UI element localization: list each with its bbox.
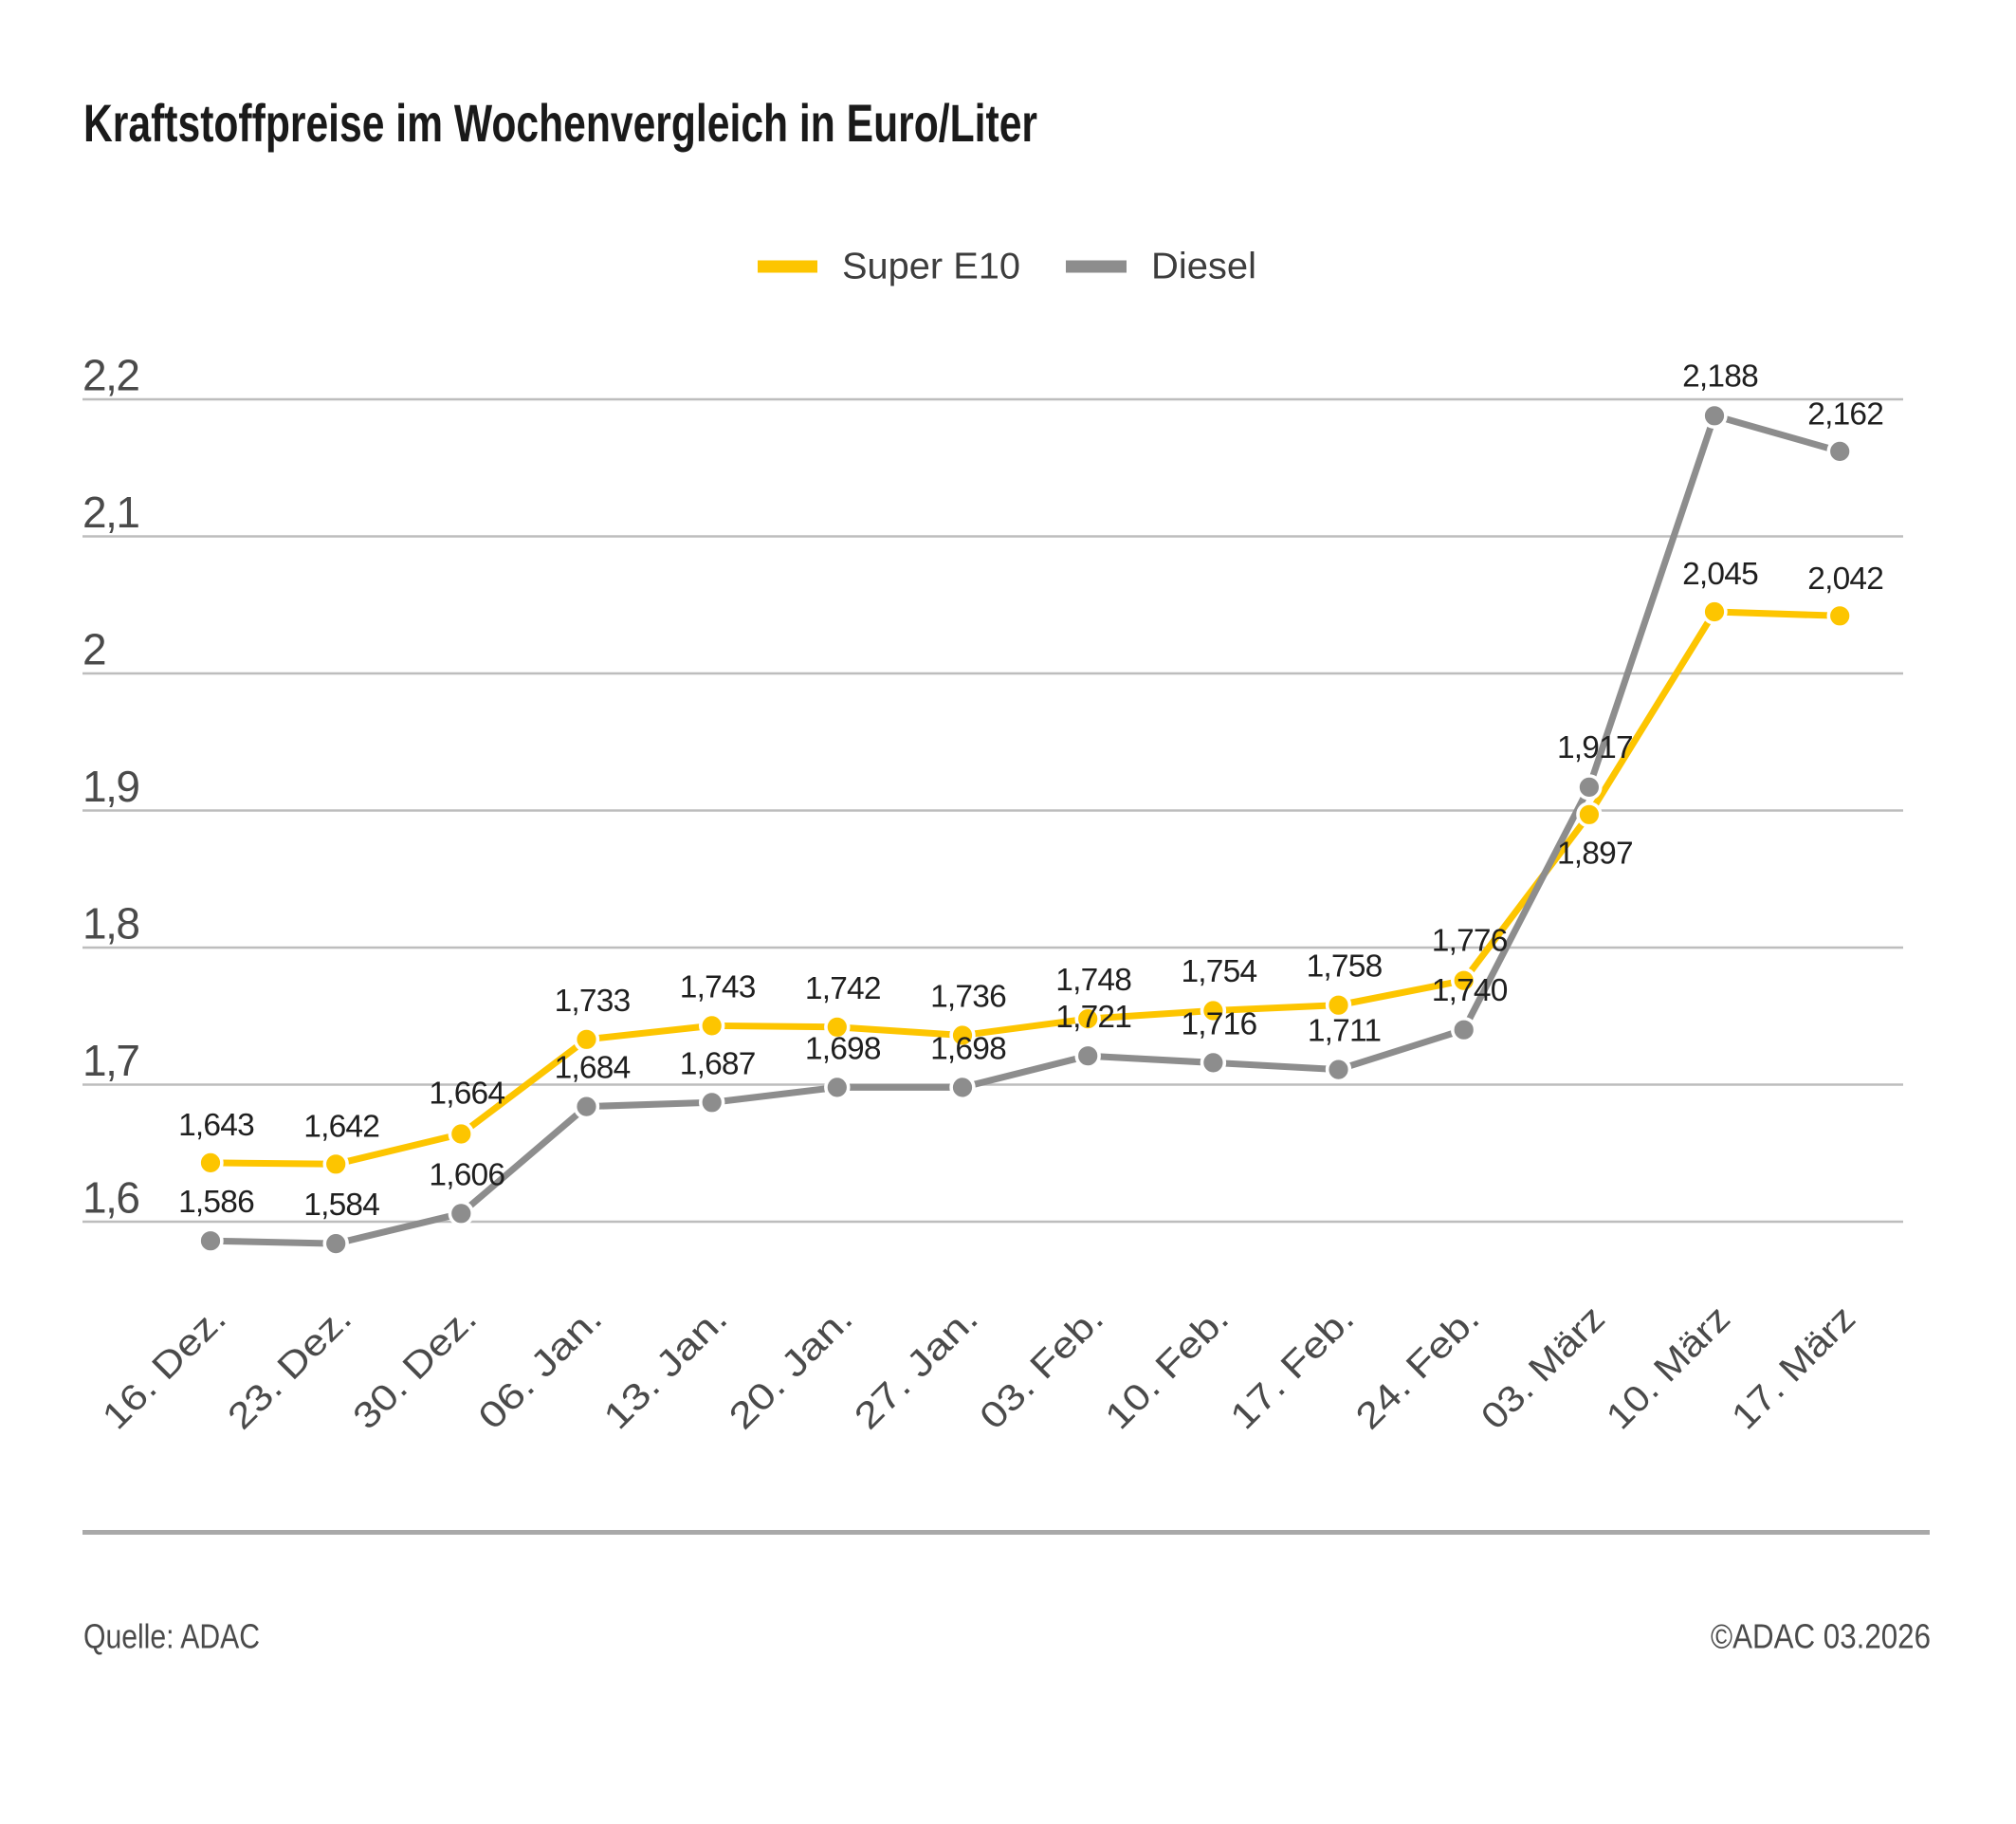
svg-text:1,743: 1,743 bbox=[680, 969, 756, 1004]
svg-text:1,716: 1,716 bbox=[1181, 1006, 1256, 1041]
svg-text:1,7: 1,7 bbox=[82, 1036, 138, 1085]
svg-text:1,742: 1,742 bbox=[805, 971, 881, 1006]
svg-text:1,754: 1,754 bbox=[1181, 954, 1256, 989]
svg-text:1,758: 1,758 bbox=[1307, 949, 1383, 985]
svg-text:1,698: 1,698 bbox=[930, 1031, 1006, 1066]
svg-text:Diesel: Diesel bbox=[1151, 247, 1256, 287]
svg-text:1,917: 1,917 bbox=[1557, 730, 1633, 765]
svg-text:1,643: 1,643 bbox=[178, 1108, 254, 1143]
svg-text:1,711: 1,711 bbox=[1308, 1014, 1381, 1049]
svg-text:1,664: 1,664 bbox=[429, 1077, 504, 1112]
svg-text:1,776: 1,776 bbox=[1432, 924, 1508, 959]
svg-text:2,162: 2,162 bbox=[1807, 396, 1883, 432]
svg-text:1,736: 1,736 bbox=[930, 980, 1006, 1015]
svg-text:1,584: 1,584 bbox=[303, 1188, 379, 1223]
svg-text:2,045: 2,045 bbox=[1682, 557, 1758, 592]
svg-text:1,8: 1,8 bbox=[82, 899, 138, 949]
svg-text:1,6: 1,6 bbox=[82, 1173, 138, 1223]
svg-text:1,684: 1,684 bbox=[555, 1051, 631, 1086]
svg-text:1,606: 1,606 bbox=[429, 1157, 504, 1192]
svg-text:1,721: 1,721 bbox=[1055, 1000, 1131, 1035]
svg-text:1,586: 1,586 bbox=[178, 1185, 254, 1220]
svg-text:2,2: 2,2 bbox=[82, 351, 138, 400]
svg-text:1,740: 1,740 bbox=[1432, 973, 1508, 1008]
svg-text:1,733: 1,733 bbox=[555, 984, 631, 1019]
svg-text:1,642: 1,642 bbox=[303, 1109, 379, 1144]
svg-text:2,042: 2,042 bbox=[1807, 562, 1883, 597]
svg-text:Quelle: ADAC: Quelle: ADAC bbox=[83, 1617, 260, 1656]
svg-text:1,698: 1,698 bbox=[805, 1031, 881, 1066]
svg-text:2,188: 2,188 bbox=[1682, 359, 1758, 394]
svg-text:©ADAC 03.2026: ©ADAC 03.2026 bbox=[1711, 1617, 1931, 1656]
svg-text:Kraftstoffpreise im Wochenverg: Kraftstoffpreise im Wochenvergleich in E… bbox=[83, 93, 1037, 153]
svg-text:Super E10: Super E10 bbox=[842, 247, 1020, 287]
svg-text:2: 2 bbox=[82, 625, 105, 674]
svg-text:2,1: 2,1 bbox=[82, 488, 138, 537]
svg-text:1,687: 1,687 bbox=[680, 1046, 756, 1081]
svg-text:1,897: 1,897 bbox=[1557, 836, 1633, 871]
svg-text:1,9: 1,9 bbox=[82, 762, 138, 811]
svg-text:1,748: 1,748 bbox=[1055, 963, 1131, 998]
